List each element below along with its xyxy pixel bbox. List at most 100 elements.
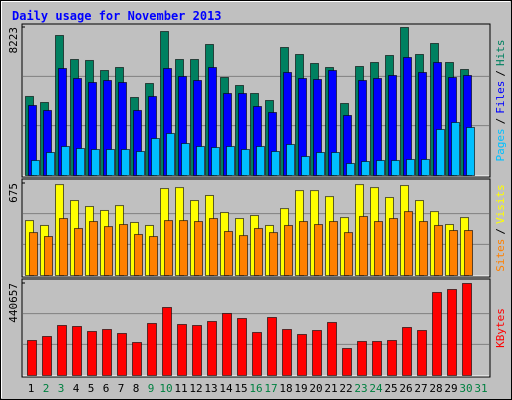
bar [327,321,337,376]
x-tick-label: 19 [294,382,307,395]
bar [359,215,368,276]
x-tick-label: 1 [28,382,35,395]
bar [207,320,217,376]
x-tick-label: 4 [73,382,80,395]
x-tick-label: 2 [43,382,50,395]
legend-separator: / [494,228,507,235]
bar [27,339,37,376]
bar [89,221,98,277]
bar [252,331,262,376]
x-tick-label: 23 [354,382,367,395]
bar [29,232,38,276]
bar [346,162,355,176]
bar [342,348,352,376]
bar [194,221,203,277]
bar [57,324,67,376]
bar [59,218,68,277]
bar [166,132,175,176]
legend: KBytes [494,308,507,348]
bar [282,329,292,376]
x-tick-label: 13 [204,382,217,395]
bar [72,325,82,377]
bar [151,137,160,176]
bar [374,221,383,277]
bar [42,336,52,377]
bar [119,224,128,277]
legend-entry: Pages [494,128,507,161]
x-tick-label: 11 [174,382,187,395]
bar [403,57,412,177]
bar [31,159,40,177]
legend: Sites / Visits [494,184,507,272]
bar [329,221,338,277]
bar [391,159,400,177]
x-tick-label: 27 [414,382,427,395]
bar [162,307,172,377]
bar [316,151,325,176]
bar [357,340,367,376]
x-tick-label: 25 [384,382,397,395]
bar [132,342,142,376]
bar [417,330,427,376]
bar [361,160,370,177]
bar [421,158,430,177]
bar [271,150,280,176]
x-tick-label: 12 [189,382,202,395]
bar [61,145,70,176]
bar [196,145,205,176]
legend-entry: KBytes [494,308,507,348]
bar [91,148,100,177]
bar [419,221,428,277]
bar [147,322,157,376]
bar [226,145,235,176]
bar [211,146,220,176]
bar [192,324,202,376]
y-tick-label: 8223 [7,27,20,54]
bar [181,142,190,176]
bar [209,218,218,277]
bar [284,224,293,277]
bar [432,291,442,377]
chart-title: Daily usage for November 2013 [12,9,222,23]
bar [149,236,158,276]
bar [297,333,307,376]
bar [466,126,475,177]
bar [104,226,113,276]
bar [46,151,55,176]
bar [239,235,248,276]
x-tick-label: 15 [234,382,247,395]
x-tick-label: 16 [249,382,262,395]
bar [404,211,413,277]
bar [179,220,188,276]
x-tick-label: 17 [264,382,277,395]
bar [436,128,445,176]
bar [462,283,472,376]
legend-entry: Sites [494,239,507,272]
bar [74,227,83,277]
bar [102,329,112,376]
bar [344,232,353,276]
bar [402,327,412,377]
bar [222,312,232,376]
bar [447,289,457,377]
bar [224,230,233,277]
bar [117,332,127,376]
legend-entry: Hits [494,40,507,67]
bar [241,148,250,177]
bar [267,317,277,377]
legend-entry: Files [494,81,507,114]
y-tick-label: 440657 [7,283,20,323]
x-tick-label: 6 [103,382,110,395]
x-tick-label: 10 [159,382,172,395]
x-tick-label: 9 [148,382,155,395]
bar [314,224,323,277]
legend-entry: Visits [494,184,507,224]
bar [389,218,398,277]
x-tick-label: 20 [309,382,322,395]
bar [331,151,340,176]
bar [372,340,382,376]
bar [106,148,115,177]
bar [301,155,310,177]
x-tick-label: 30 [459,382,472,395]
bar [434,224,443,277]
